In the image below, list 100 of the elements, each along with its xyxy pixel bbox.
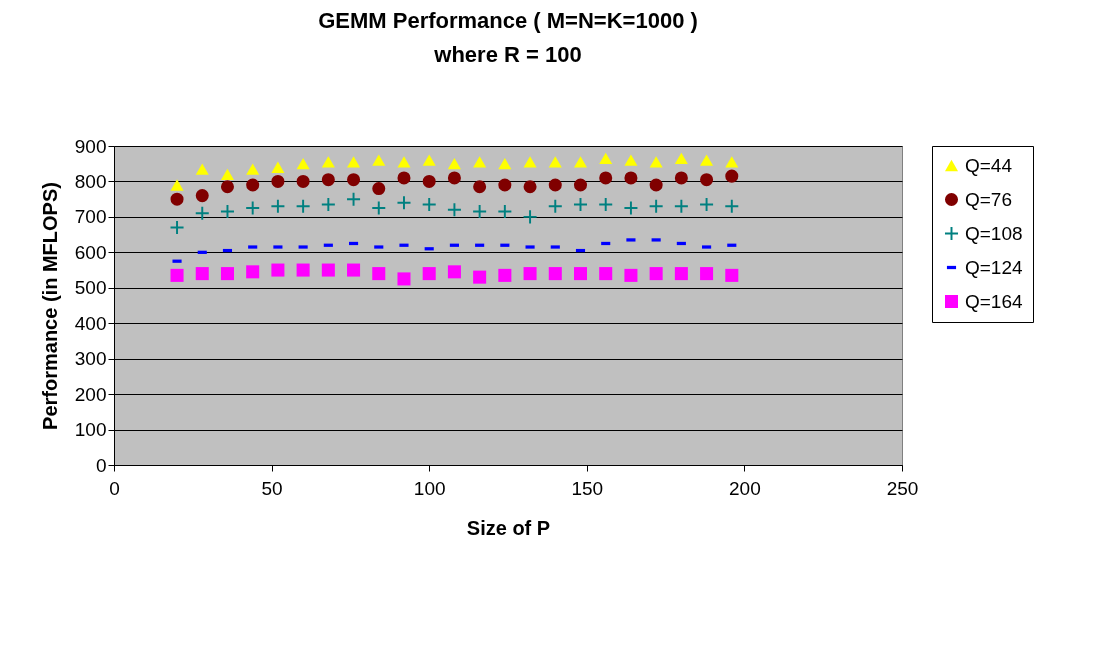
y-tick-label: 700 [74,206,107,228]
point [422,154,436,166]
y-tick-label: 0 [95,454,107,476]
point [700,154,714,166]
y-tick-label: 400 [74,312,107,334]
point [321,263,335,277]
point [447,158,461,170]
point [271,174,285,188]
point [498,268,512,282]
legend-label: Q=44 [965,154,1013,176]
point [447,171,461,185]
y-axis-title: Performance (in MFLOPS) [38,182,61,430]
point [498,158,512,170]
point [649,199,663,213]
point [422,267,436,281]
point [246,178,260,192]
point [473,270,487,284]
point [573,156,588,168]
y-tick-label: 500 [74,277,107,299]
y-tick-label: 800 [74,170,107,192]
y-tick-label: 100 [74,419,107,441]
point [296,174,310,188]
point [473,156,487,168]
point [548,267,562,281]
point [473,205,487,219]
x-tick-label: 200 [729,477,761,499]
point [700,267,714,281]
point [573,267,588,281]
point [599,152,613,165]
point [321,156,335,168]
point [246,265,260,279]
point [624,154,638,166]
point [624,201,638,215]
point [548,156,562,168]
point [548,178,562,192]
point [220,168,234,180]
point [195,267,209,281]
point [523,210,537,224]
y-tick-label: 600 [74,241,107,263]
point [674,171,688,185]
point [548,199,562,213]
point [246,163,260,175]
point [725,169,739,183]
point [296,263,310,277]
point [573,178,588,192]
legend-label: Q=124 [965,256,1024,278]
point [649,156,663,168]
point [397,171,411,185]
point [422,174,436,188]
chart-title: GEMM Performance ( M=N=K=1000 ) [318,8,698,33]
point [220,180,234,194]
point [447,203,461,217]
x-tick-label: 100 [413,477,446,499]
point [649,178,663,192]
point [473,180,487,194]
y-tick-label: 900 [74,135,107,157]
point [523,267,537,281]
x-tick-label: 150 [571,477,604,499]
point [447,265,461,279]
point [725,199,739,213]
point [498,205,512,219]
point [170,221,184,235]
y-tick-label: 200 [74,383,107,405]
point [296,199,310,213]
legend-label: Q=76 [965,188,1013,210]
point [523,156,537,168]
point [195,206,209,220]
chart-subtitle: where R = 100 [433,42,582,67]
point [271,199,285,213]
point [523,180,537,194]
point [674,199,688,213]
legend-label: Q=164 [965,290,1024,312]
point [725,268,739,282]
point [170,268,184,282]
point [372,182,386,196]
point [599,171,613,185]
x-tick-label: 250 [886,477,919,499]
x-tick-label: 50 [261,477,283,499]
point [170,179,184,191]
point [674,152,688,165]
point [725,156,739,168]
point [170,192,184,206]
point [220,205,234,219]
point [372,201,386,215]
point [195,163,209,175]
point [246,201,260,215]
point [397,272,411,286]
point [271,161,285,173]
y-tick-label: 300 [74,348,107,370]
point [271,263,285,277]
point [347,156,361,168]
point [397,156,411,168]
point [397,196,411,210]
point [498,178,512,192]
point [599,267,613,281]
point [624,171,638,185]
point [347,192,361,206]
legend-label: Q=108 [965,222,1023,244]
point [321,173,335,187]
point [700,173,714,187]
